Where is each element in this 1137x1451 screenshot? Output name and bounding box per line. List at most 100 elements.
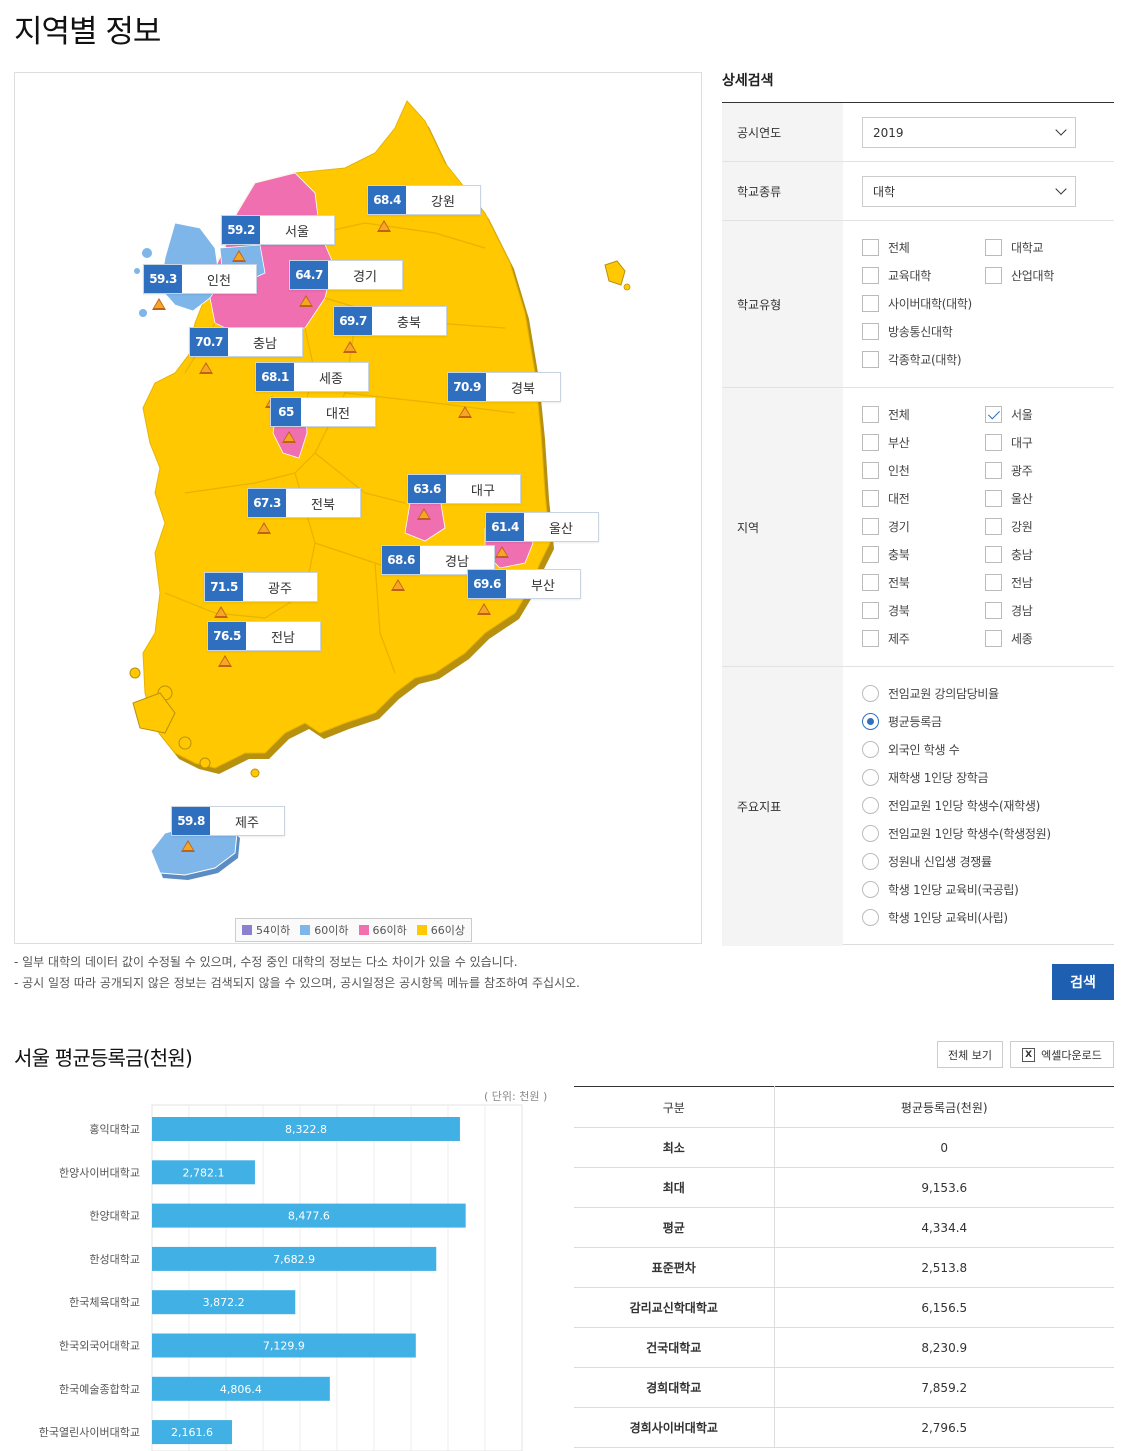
view-all-button[interactable]: 전체 보기: [937, 1041, 1003, 1068]
checkbox[interactable]: [862, 406, 879, 423]
region-option[interactable]: 대전: [862, 490, 910, 507]
checkbox[interactable]: [862, 546, 879, 563]
indicator-option[interactable]: 전임교원 강의담당비율: [862, 685, 999, 702]
checkbox[interactable]: [862, 267, 879, 284]
bar[interactable]: [152, 1290, 296, 1315]
region-marker-icon[interactable]: [152, 298, 166, 310]
region-marker-icon[interactable]: [282, 431, 296, 443]
region-marker-icon[interactable]: [495, 546, 509, 558]
checkbox[interactable]: [862, 351, 879, 368]
bar[interactable]: [152, 1246, 437, 1271]
region-option[interactable]: 전북: [862, 574, 910, 591]
checkbox[interactable]: [985, 602, 1002, 619]
school-type-option[interactable]: 전체: [862, 239, 910, 256]
radio-button[interactable]: [862, 881, 879, 898]
region-label-daejeon[interactable]: 65 대전: [270, 397, 376, 427]
checkbox[interactable]: [985, 490, 1002, 507]
radio-button[interactable]: [862, 741, 879, 758]
region-option[interactable]: 울산: [985, 490, 1033, 507]
region-marker-icon[interactable]: [377, 220, 391, 232]
radio-button[interactable]: [862, 825, 879, 842]
region-option[interactable]: 전남: [985, 574, 1033, 591]
region-option[interactable]: 전체: [862, 406, 910, 423]
radio-button[interactable]: [862, 713, 879, 730]
checkbox[interactable]: [862, 630, 879, 647]
indicator-option[interactable]: 정원내 신입생 경쟁률: [862, 853, 992, 870]
region-label-incheon[interactable]: 59.3 인천: [143, 264, 257, 294]
bar[interactable]: [152, 1117, 460, 1141]
checkbox[interactable]: [862, 323, 879, 340]
checkbox[interactable]: [862, 602, 879, 619]
radio-button[interactable]: [862, 853, 879, 870]
region-option[interactable]: 충북: [862, 546, 910, 563]
indicator-option[interactable]: 학생 1인당 교육비(사립): [862, 909, 1008, 926]
region-marker-icon[interactable]: [391, 579, 405, 591]
school-type-option[interactable]: 산업대학: [985, 267, 1054, 284]
checkbox[interactable]: [985, 434, 1002, 451]
region-option[interactable]: 제주: [862, 630, 910, 647]
region-marker-icon[interactable]: [199, 362, 213, 374]
search-button[interactable]: 검색: [1052, 964, 1114, 1000]
region-option[interactable]: 경남: [985, 602, 1033, 619]
indicator-option[interactable]: 전임교원 1인당 학생수(학생정원): [862, 825, 1051, 842]
region-label-busan[interactable]: 69.6 부산: [467, 569, 581, 599]
indicator-option[interactable]: 외국인 학생 수: [862, 741, 960, 758]
region-label-gangwon[interactable]: 68.4 강원: [367, 185, 481, 215]
checkbox[interactable]: [985, 546, 1002, 563]
region-option[interactable]: 부산: [862, 434, 910, 451]
bar[interactable]: [152, 1160, 255, 1185]
region-option[interactable]: 서울: [985, 406, 1033, 423]
checkbox[interactable]: [985, 630, 1002, 647]
region-label-gyeongnam[interactable]: 68.6 경남: [381, 545, 495, 575]
region-label-chungnam[interactable]: 70.7 충남: [189, 327, 303, 357]
school-type-option[interactable]: 방송통신대학: [862, 323, 953, 340]
checkbox[interactable]: [985, 267, 1002, 284]
checkbox[interactable]: [985, 406, 1002, 423]
bar[interactable]: [152, 1420, 232, 1445]
checkbox[interactable]: [985, 518, 1002, 535]
region-label-gwangju[interactable]: 71.5 광주: [204, 572, 318, 602]
region-label-jeonbuk[interactable]: 67.3 전북: [247, 488, 361, 518]
school-type-option[interactable]: 사이버대학(대학): [862, 295, 972, 312]
region-marker-icon[interactable]: [214, 606, 228, 618]
checkbox[interactable]: [985, 462, 1002, 479]
region-marker-icon[interactable]: [257, 522, 271, 534]
school-kind-select[interactable]: 대학: [862, 176, 1076, 207]
region-label-gyeonggi[interactable]: 64.7 경기: [289, 260, 403, 290]
checkbox[interactable]: [862, 434, 879, 451]
region-label-sejong[interactable]: 68.1 세종: [255, 362, 369, 392]
school-type-option[interactable]: 각종학교(대학): [862, 351, 962, 368]
bar[interactable]: [152, 1376, 330, 1401]
radio-button[interactable]: [862, 909, 879, 926]
bar[interactable]: [152, 1333, 416, 1358]
checkbox[interactable]: [862, 462, 879, 479]
region-marker-icon[interactable]: [299, 295, 313, 307]
region-option[interactable]: 강원: [985, 518, 1033, 535]
year-select[interactable]: 2019: [862, 117, 1076, 148]
region-marker-icon[interactable]: [343, 341, 357, 353]
region-option[interactable]: 경북: [862, 602, 910, 619]
indicator-option[interactable]: 학생 1인당 교육비(국공립): [862, 881, 1019, 898]
checkbox[interactable]: [862, 574, 879, 591]
checkbox[interactable]: [862, 490, 879, 507]
indicator-option[interactable]: 평균등록금: [862, 713, 942, 730]
indicator-option[interactable]: 재학생 1인당 장학금: [862, 769, 989, 786]
region-label-seoul[interactable]: 59.2 서울: [221, 215, 335, 245]
region-label-gyeongbuk[interactable]: 70.9 경북: [447, 372, 561, 402]
checkbox[interactable]: [985, 239, 1002, 256]
region-label-chungbuk[interactable]: 69.7 충북: [333, 306, 447, 336]
region-option[interactable]: 경기: [862, 518, 910, 535]
excel-download-button[interactable]: X 엑셀다운로드: [1010, 1041, 1114, 1068]
region-option[interactable]: 충남: [985, 546, 1033, 563]
region-marker-icon[interactable]: [477, 603, 491, 615]
region-marker-icon[interactable]: [458, 406, 472, 418]
region-label-ulsan[interactable]: 61.4 울산: [485, 512, 599, 542]
region-label-jeju[interactable]: 59.8 제주: [171, 806, 285, 836]
radio-button[interactable]: [862, 685, 879, 702]
checkbox[interactable]: [862, 239, 879, 256]
checkbox[interactable]: [985, 574, 1002, 591]
region-marker-icon[interactable]: [181, 840, 195, 852]
region-option[interactable]: 대구: [985, 434, 1033, 451]
checkbox[interactable]: [862, 518, 879, 535]
radio-button[interactable]: [862, 769, 879, 786]
